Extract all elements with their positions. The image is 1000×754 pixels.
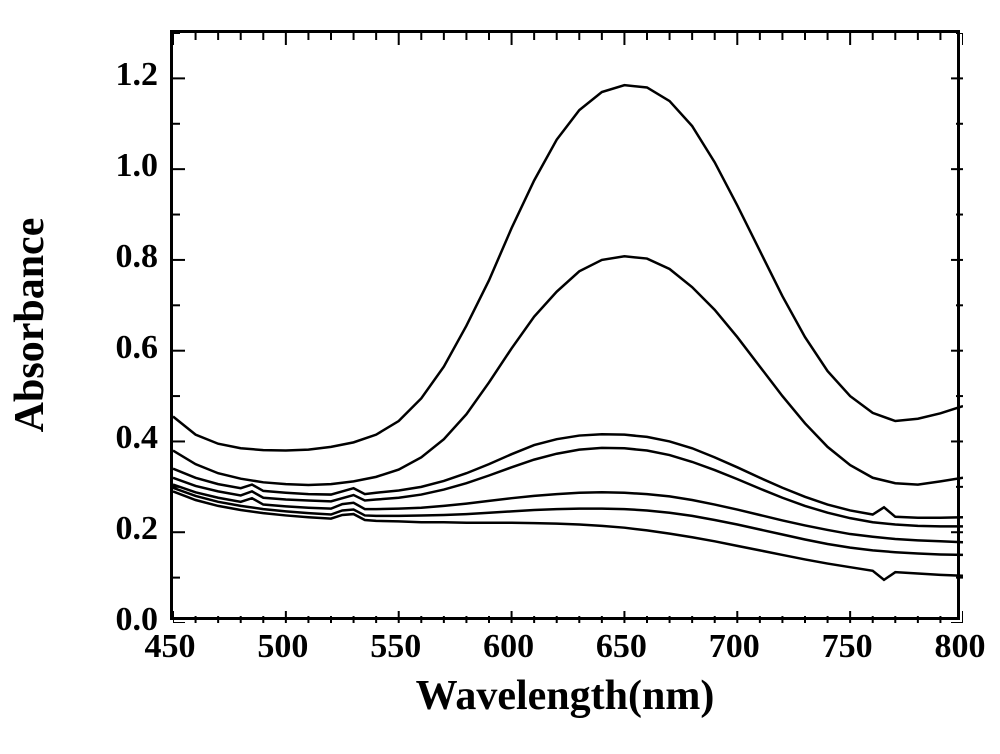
y-tick-label: 1.2 (98, 56, 158, 94)
x-tick-label: 750 (822, 628, 873, 666)
y-tick-label: 1.0 (98, 147, 158, 185)
x-tick-label: 700 (709, 628, 760, 666)
x-tick-label: 650 (596, 628, 647, 666)
x-tick-label: 500 (257, 628, 308, 666)
x-tick-label: 550 (370, 628, 421, 666)
spectrum-curve7_bottom (173, 491, 963, 580)
plot-svg (173, 33, 963, 623)
spectrum-curve3 (173, 434, 963, 518)
y-tick-label: 0.8 (98, 238, 158, 276)
chart-container: Absorbance Wavelength(nm) 45050055060065… (0, 0, 1000, 754)
y-tick-label: 0.0 (98, 601, 158, 639)
y-tick-label: 0.4 (98, 419, 158, 457)
y-tick-label: 0.2 (98, 510, 158, 548)
x-axis-label: Wavelength(nm) (416, 672, 715, 720)
y-axis-label: Absorbance (6, 218, 54, 433)
x-tick-label: 800 (935, 628, 986, 666)
spectrum-curve1_top (173, 85, 963, 450)
spectrum-curve6 (173, 488, 963, 555)
x-tick-label: 600 (483, 628, 534, 666)
plot-area (170, 30, 960, 620)
y-tick-label: 0.6 (98, 329, 158, 367)
